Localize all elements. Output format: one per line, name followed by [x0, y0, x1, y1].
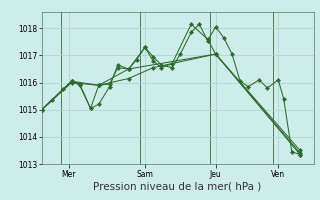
- X-axis label: Pression niveau de la mer( hPa ): Pression niveau de la mer( hPa ): [93, 181, 262, 191]
